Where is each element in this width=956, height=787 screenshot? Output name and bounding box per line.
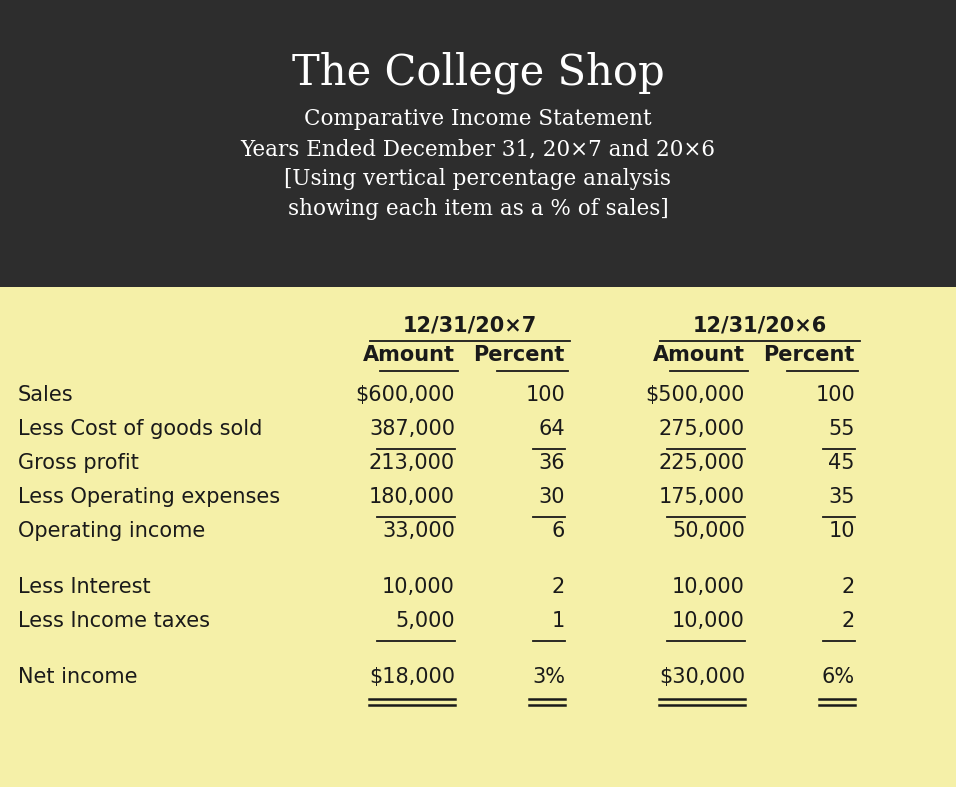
Text: Net income: Net income [18,667,138,687]
Text: Comparative Income Statement: Comparative Income Statement [304,108,652,130]
Text: $600,000: $600,000 [356,386,455,405]
Text: 10,000: 10,000 [672,611,745,631]
Text: 64: 64 [538,419,565,439]
Text: 213,000: 213,000 [369,453,455,473]
Text: [Using vertical percentage analysis: [Using vertical percentage analysis [285,168,671,190]
Text: Amount: Amount [653,345,745,365]
Text: Percent: Percent [473,345,565,365]
Bar [0,287,956,787]
Text: 35: 35 [829,487,855,508]
Text: 33,000: 33,000 [382,521,455,541]
Text: 175,000: 175,000 [659,487,745,508]
Text: Operating income: Operating income [18,521,206,541]
Text: 10,000: 10,000 [672,577,745,597]
Text: 100: 100 [815,386,855,405]
Text: 2: 2 [841,577,855,597]
Text: Less Interest: Less Interest [18,577,151,597]
Text: 12/31/20×6: 12/31/20×6 [693,316,827,335]
Text: 10: 10 [829,521,855,541]
Text: 2: 2 [552,577,565,597]
Text: Less Operating expenses: Less Operating expenses [18,487,280,508]
Text: 3%: 3% [532,667,565,687]
Text: 100: 100 [525,386,565,405]
Text: Sales: Sales [18,386,74,405]
Text: 1: 1 [552,611,565,631]
Text: 10,000: 10,000 [382,577,455,597]
Text: 6: 6 [552,521,565,541]
Text: 45: 45 [829,453,855,473]
Text: Amount: Amount [363,345,455,365]
Text: 275,000: 275,000 [659,419,745,439]
Text: 2: 2 [841,611,855,631]
Text: $500,000: $500,000 [645,386,745,405]
Text: The College Shop: The College Shop [292,52,664,94]
Text: 36: 36 [538,453,565,473]
Text: Less Cost of goods sold: Less Cost of goods sold [18,419,262,439]
Text: 387,000: 387,000 [369,419,455,439]
Text: Years Ended December 31, 20×7 and 20×6: Years Ended December 31, 20×7 and 20×6 [241,138,715,160]
Text: 30: 30 [538,487,565,508]
Text: 12/31/20×7: 12/31/20×7 [402,316,537,335]
Text: 180,000: 180,000 [369,487,455,508]
Text: Less Income taxes: Less Income taxes [18,611,210,631]
Text: 55: 55 [829,419,855,439]
Text: $30,000: $30,000 [659,667,745,687]
Text: Percent: Percent [764,345,855,365]
Text: 6%: 6% [822,667,855,687]
Text: Gross profit: Gross profit [18,453,139,473]
Text: 225,000: 225,000 [659,453,745,473]
Text: showing each item as a % of sales]: showing each item as a % of sales] [288,198,668,220]
Text: $18,000: $18,000 [369,667,455,687]
Text: 50,000: 50,000 [672,521,745,541]
Bar [0,0,956,287]
Text: 5,000: 5,000 [396,611,455,631]
